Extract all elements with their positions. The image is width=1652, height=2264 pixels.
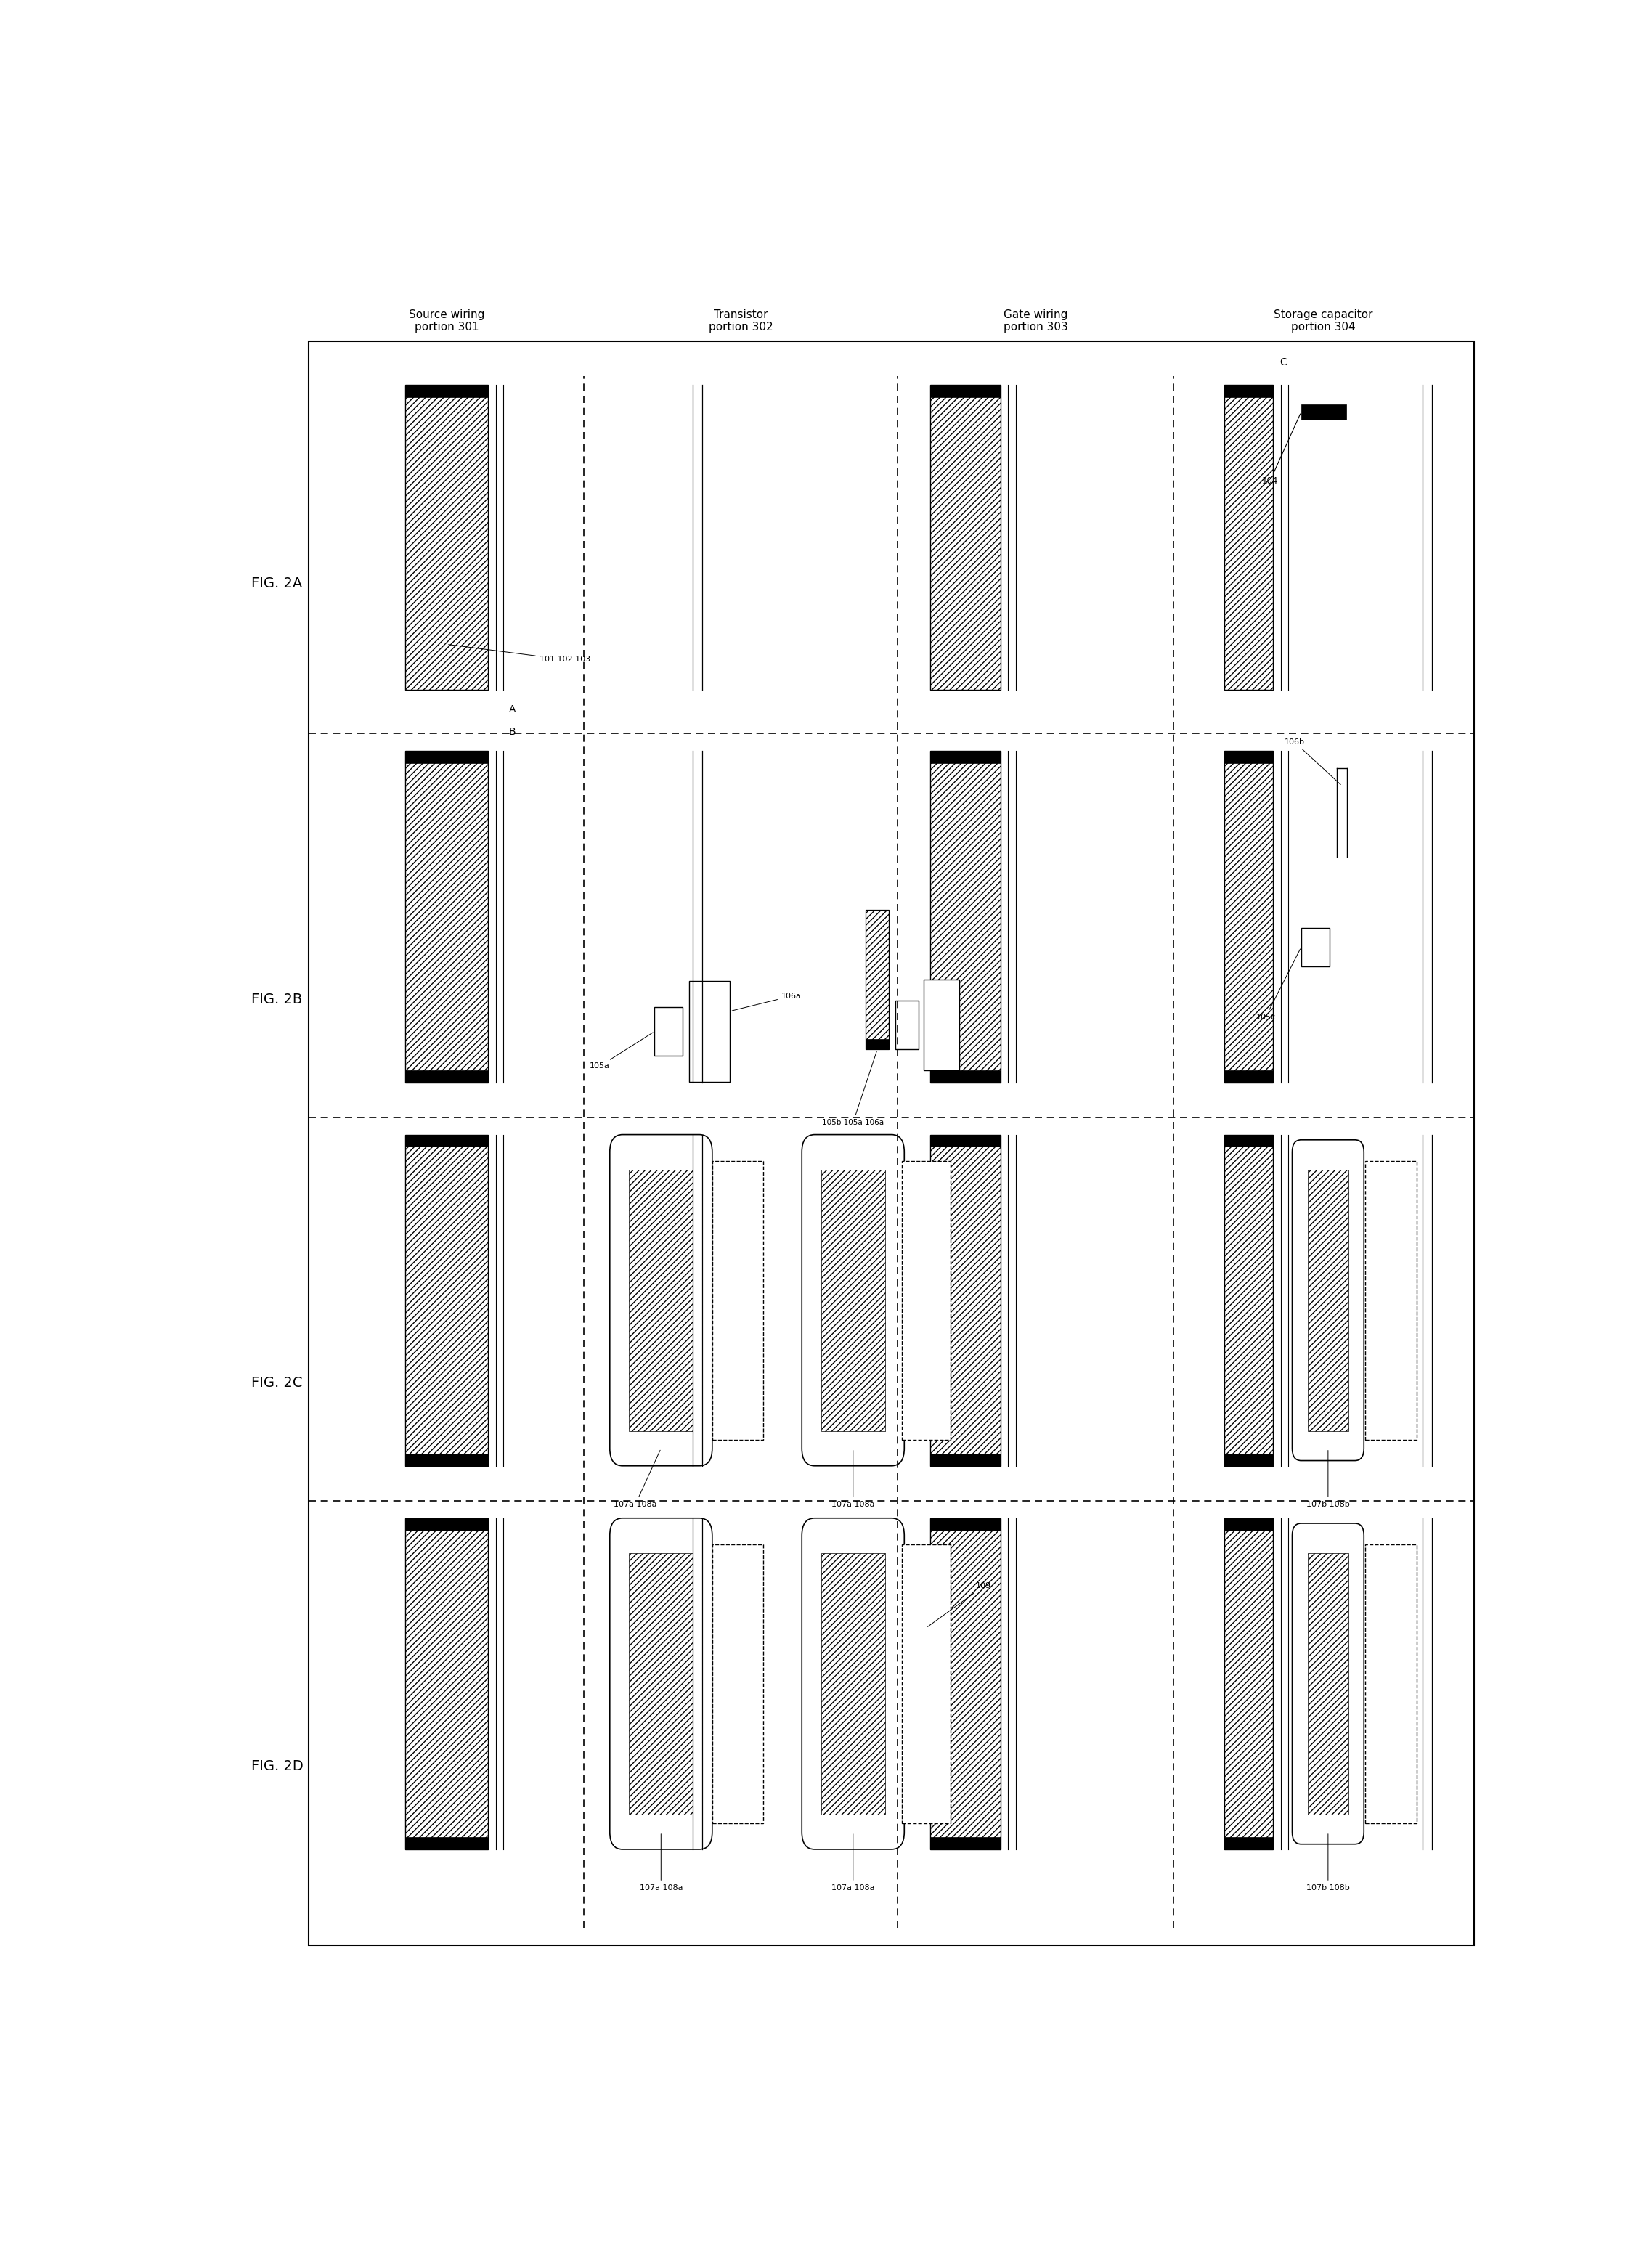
Text: Transistor
portion 302: Transistor portion 302 — [709, 310, 773, 333]
Bar — [629, 1170, 694, 1431]
Text: 106a: 106a — [732, 992, 801, 1010]
Text: 107a 108a: 107a 108a — [831, 1451, 874, 1508]
Bar — [654, 1007, 682, 1055]
Bar — [1308, 1170, 1348, 1431]
Bar — [712, 1544, 763, 1823]
Text: FIG. 2D: FIG. 2D — [251, 1759, 304, 1773]
Bar — [1302, 405, 1346, 419]
Bar — [930, 1071, 1001, 1082]
Bar — [1308, 1553, 1348, 1813]
Text: A: A — [509, 704, 515, 713]
Text: 107b 108b: 107b 108b — [1307, 1834, 1350, 1890]
Bar — [405, 1836, 489, 1850]
Bar — [930, 1519, 1001, 1530]
Text: 107a 108a: 107a 108a — [831, 1834, 874, 1890]
Bar — [930, 385, 1001, 396]
Text: 107a 108a: 107a 108a — [639, 1834, 682, 1890]
Bar — [405, 385, 489, 691]
Bar — [405, 1453, 489, 1465]
Bar — [1224, 1453, 1274, 1465]
Bar — [405, 1519, 489, 1530]
Bar — [405, 752, 489, 1082]
FancyBboxPatch shape — [1292, 1524, 1365, 1845]
Text: C: C — [1279, 358, 1287, 367]
FancyBboxPatch shape — [801, 1519, 904, 1850]
Bar — [930, 752, 1001, 763]
Text: 104: 104 — [1262, 414, 1300, 484]
Bar — [930, 1134, 1001, 1148]
Bar — [689, 980, 730, 1082]
Bar — [821, 1553, 885, 1813]
Text: Gate wiring
portion 303: Gate wiring portion 303 — [1003, 310, 1067, 333]
FancyBboxPatch shape — [610, 1519, 712, 1850]
Bar — [1224, 1134, 1274, 1148]
Bar — [902, 1544, 950, 1823]
Bar — [866, 1039, 889, 1048]
Bar — [866, 910, 889, 1048]
Bar — [1365, 1161, 1416, 1440]
Text: FIG. 2C: FIG. 2C — [251, 1377, 302, 1390]
Bar — [405, 1134, 489, 1465]
Text: 109: 109 — [928, 1583, 991, 1628]
Text: FIG. 2A: FIG. 2A — [251, 577, 302, 591]
FancyBboxPatch shape — [1292, 1139, 1365, 1460]
Bar — [1365, 1544, 1416, 1823]
Bar — [405, 1071, 489, 1082]
Bar — [821, 1170, 885, 1431]
Bar — [923, 980, 960, 1071]
FancyBboxPatch shape — [801, 1134, 904, 1465]
Text: 106b: 106b — [1285, 738, 1341, 786]
Text: B: B — [509, 727, 515, 738]
Bar — [629, 1553, 694, 1813]
Bar — [930, 752, 1001, 1082]
Bar — [930, 1453, 1001, 1465]
Bar — [930, 385, 1001, 691]
Bar — [1224, 1134, 1274, 1465]
Text: FIG. 2B: FIG. 2B — [251, 992, 302, 1007]
Bar — [1224, 752, 1274, 1082]
Text: 107a 108a: 107a 108a — [615, 1451, 661, 1508]
Bar — [405, 385, 489, 396]
Text: 105a: 105a — [590, 1032, 653, 1071]
Bar — [1224, 1836, 1274, 1850]
Bar — [902, 1161, 950, 1440]
Bar — [1224, 1071, 1274, 1082]
Bar — [405, 1519, 489, 1850]
Bar — [1302, 928, 1330, 967]
Bar — [930, 1519, 1001, 1850]
Bar — [1224, 385, 1274, 396]
Bar — [930, 1836, 1001, 1850]
Text: 105c: 105c — [1256, 949, 1300, 1021]
Bar — [1224, 1519, 1274, 1850]
Bar — [895, 1001, 919, 1048]
Text: 101 102 103: 101 102 103 — [449, 645, 590, 663]
Bar — [712, 1161, 763, 1440]
Bar — [1224, 1519, 1274, 1530]
Text: Source wiring
portion 301: Source wiring portion 301 — [408, 310, 484, 333]
Text: 107b 108b: 107b 108b — [1307, 1451, 1350, 1508]
Bar — [405, 752, 489, 763]
Bar — [1224, 752, 1274, 763]
FancyBboxPatch shape — [610, 1134, 712, 1465]
Bar — [1224, 385, 1274, 691]
Bar — [405, 1134, 489, 1148]
Bar — [930, 1134, 1001, 1465]
Text: Storage capacitor
portion 304: Storage capacitor portion 304 — [1274, 310, 1373, 333]
Text: 105b 105a 106a: 105b 105a 106a — [823, 1050, 884, 1125]
